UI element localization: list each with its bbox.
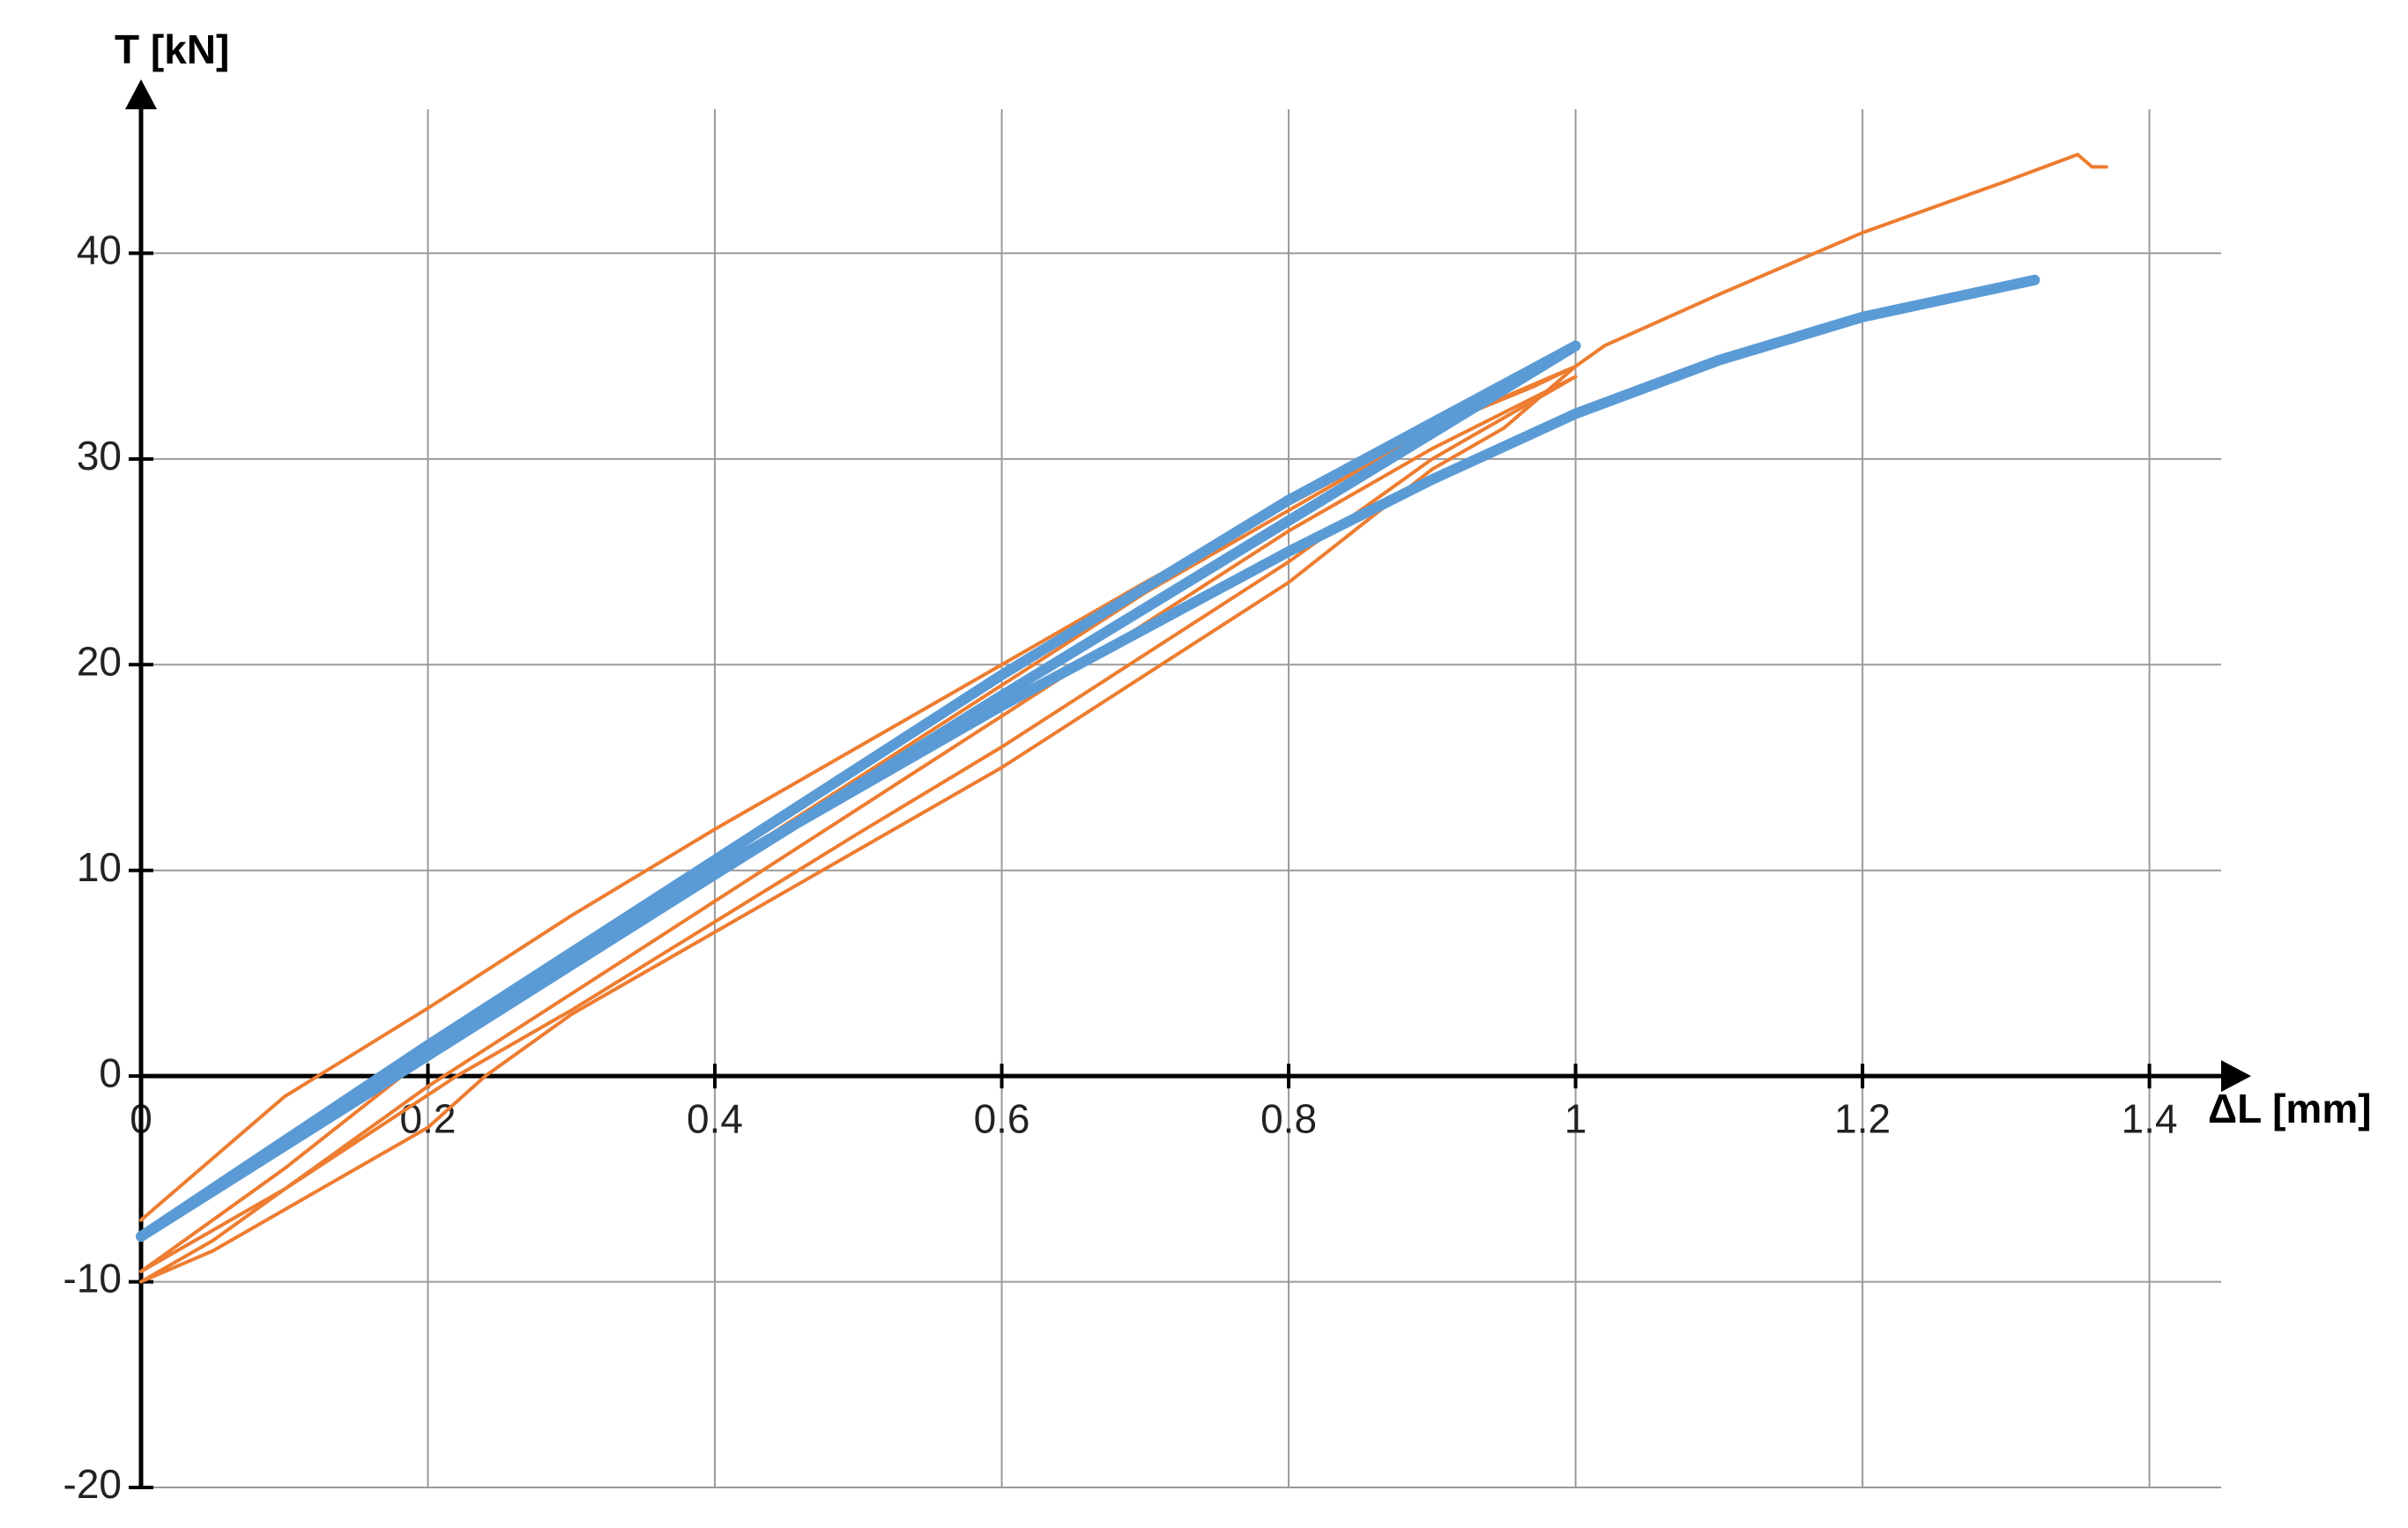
x-axis-title: ΔL [mm] xyxy=(2208,1086,2372,1131)
x-tick-label: 0.4 xyxy=(687,1095,743,1141)
x-tick-label: 1 xyxy=(1564,1095,1587,1141)
y-axis-arrow xyxy=(125,79,157,109)
x-tick-label: 0.2 xyxy=(400,1095,457,1141)
y-tick-label: 20 xyxy=(77,638,122,684)
y-tick-label: 30 xyxy=(77,433,122,478)
y-axis-title: T [kN] xyxy=(115,26,229,72)
series-line xyxy=(136,274,2040,1242)
y-tick-label: -20 xyxy=(63,1461,122,1507)
x-axis-arrow xyxy=(2221,1060,2251,1093)
y-tick-label: 0 xyxy=(99,1050,122,1095)
y-tick-label: 40 xyxy=(77,227,122,273)
x-tick-label: 0.8 xyxy=(1260,1095,1317,1141)
x-tick-label: 1.4 xyxy=(2122,1095,2178,1141)
y-tick-label: -10 xyxy=(63,1256,122,1302)
x-tick-label: 0.6 xyxy=(974,1095,1030,1141)
x-tick-label: 1.2 xyxy=(1834,1095,1891,1141)
y-tick-label: 10 xyxy=(77,844,122,890)
